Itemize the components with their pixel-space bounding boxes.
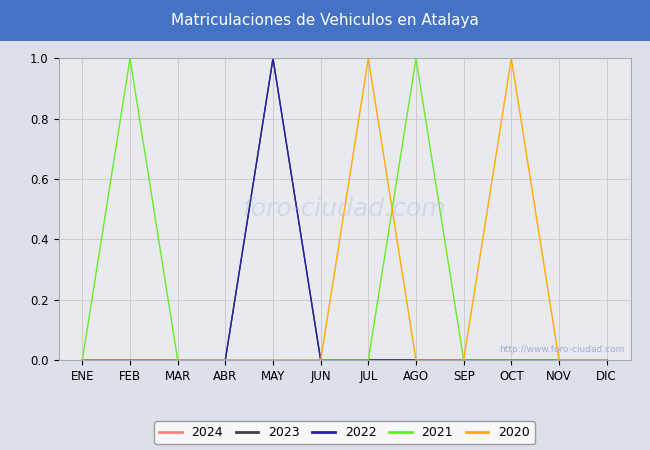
Legend: 2024, 2023, 2022, 2021, 2020: 2024, 2023, 2022, 2021, 2020 xyxy=(154,421,535,444)
Text: Matriculaciones de Vehiculos en Atalaya: Matriculaciones de Vehiculos en Atalaya xyxy=(171,13,479,28)
Text: http://www.foro-ciudad.com: http://www.foro-ciudad.com xyxy=(499,345,625,354)
Text: foro-ciudad.com: foro-ciudad.com xyxy=(242,197,447,221)
